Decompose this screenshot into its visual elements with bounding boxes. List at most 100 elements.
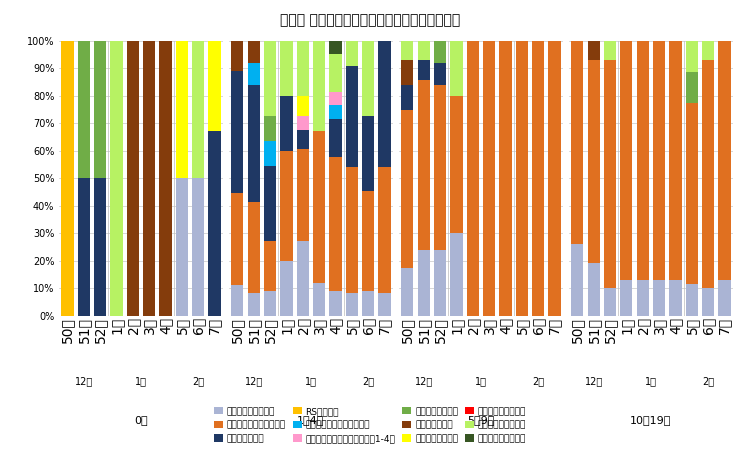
Bar xyxy=(127,41,139,316)
Text: 2月: 2月 xyxy=(532,376,544,386)
Bar xyxy=(192,41,204,178)
Bar xyxy=(516,41,528,316)
Bar xyxy=(653,41,665,280)
Bar xyxy=(702,288,714,316)
Bar xyxy=(417,250,430,316)
Bar xyxy=(280,96,292,151)
Text: 12月: 12月 xyxy=(585,376,603,386)
Bar xyxy=(685,72,698,103)
Bar xyxy=(719,41,730,280)
Bar xyxy=(231,71,243,193)
Text: 2月: 2月 xyxy=(702,376,714,386)
Bar xyxy=(192,178,204,316)
Bar xyxy=(329,41,342,54)
Bar xyxy=(280,151,292,261)
Text: 1．4歳: 1．4歳 xyxy=(297,415,325,425)
Bar xyxy=(231,193,243,285)
Text: 12月: 12月 xyxy=(245,376,263,386)
Bar xyxy=(313,283,325,316)
Text: 年齢別 病原体検出割合の推移（不検出を除く）: 年齢別 病原体検出割合の推移（不検出を除く） xyxy=(280,14,460,28)
Text: 2月: 2月 xyxy=(362,376,374,386)
Bar xyxy=(313,131,325,283)
Bar xyxy=(417,41,430,60)
Bar xyxy=(175,41,188,178)
Bar xyxy=(604,41,616,60)
Text: 12月: 12月 xyxy=(75,376,92,386)
Bar xyxy=(604,60,616,288)
Text: 0歳: 0歳 xyxy=(134,415,148,425)
Bar xyxy=(297,149,309,241)
Bar xyxy=(417,80,430,250)
Bar xyxy=(401,85,414,110)
Bar xyxy=(264,166,276,241)
Bar xyxy=(434,41,446,63)
Bar xyxy=(362,191,374,291)
Bar xyxy=(362,291,374,316)
Bar xyxy=(620,41,633,280)
Bar xyxy=(329,291,342,316)
Bar xyxy=(685,284,698,316)
Bar xyxy=(78,41,90,178)
Bar xyxy=(532,41,544,316)
Bar xyxy=(719,280,730,316)
Bar xyxy=(280,41,292,96)
Bar xyxy=(94,178,107,316)
Bar xyxy=(588,263,600,316)
Bar xyxy=(231,285,243,316)
Bar xyxy=(329,156,342,291)
Text: 1月: 1月 xyxy=(475,376,487,386)
Bar xyxy=(401,60,414,85)
Bar xyxy=(685,41,698,72)
Bar xyxy=(297,41,309,96)
Bar xyxy=(264,241,276,291)
Bar xyxy=(500,41,511,316)
Text: 1月: 1月 xyxy=(645,376,657,386)
Bar xyxy=(362,115,374,191)
Text: 2月: 2月 xyxy=(192,376,204,386)
Bar xyxy=(378,293,391,316)
Bar xyxy=(329,54,342,92)
Bar xyxy=(248,63,260,85)
Text: 5．9歳: 5．9歳 xyxy=(467,415,494,425)
Bar xyxy=(280,261,292,316)
Bar xyxy=(571,244,583,316)
Bar xyxy=(78,178,90,316)
Bar xyxy=(94,41,107,178)
Text: 1月: 1月 xyxy=(135,376,147,386)
Bar xyxy=(467,41,479,316)
Bar xyxy=(297,129,309,149)
Bar xyxy=(571,41,583,244)
Bar xyxy=(346,66,358,167)
Bar xyxy=(588,41,600,60)
Bar xyxy=(636,41,649,280)
Bar xyxy=(297,115,309,129)
Bar xyxy=(434,250,446,316)
Bar xyxy=(483,41,495,316)
Text: 10．19歳: 10．19歳 xyxy=(630,415,672,425)
Bar xyxy=(313,41,325,131)
Bar xyxy=(450,41,462,96)
Bar xyxy=(378,167,391,293)
Bar xyxy=(450,96,462,233)
Bar xyxy=(329,106,342,119)
Bar xyxy=(434,85,446,250)
Bar xyxy=(346,167,358,293)
Bar xyxy=(434,63,446,85)
Bar xyxy=(264,141,276,166)
Bar xyxy=(685,103,698,284)
Bar xyxy=(61,41,73,316)
Bar xyxy=(604,288,616,316)
Bar xyxy=(264,115,276,141)
Bar xyxy=(329,92,342,106)
Bar xyxy=(401,110,414,268)
Bar xyxy=(143,41,155,316)
Bar xyxy=(248,202,260,294)
Bar xyxy=(636,280,649,316)
Bar xyxy=(346,293,358,316)
Bar xyxy=(346,41,358,66)
Bar xyxy=(209,41,221,131)
Bar xyxy=(620,280,633,316)
Bar xyxy=(417,60,430,80)
Text: 1月: 1月 xyxy=(305,376,317,386)
Text: 12月: 12月 xyxy=(414,376,433,386)
